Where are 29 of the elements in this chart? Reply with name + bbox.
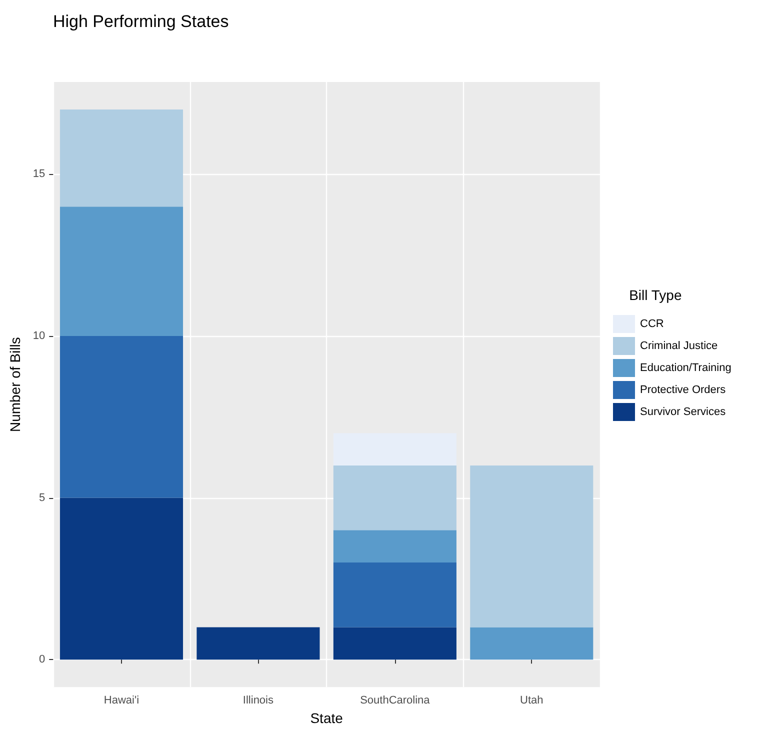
bar	[60, 498, 184, 660]
bar	[333, 562, 456, 628]
y-tick-label: 15	[32, 168, 46, 180]
bar	[333, 433, 456, 466]
y-tick-label: 10	[32, 330, 46, 342]
x-tick-label: Hawai'i	[104, 694, 140, 707]
legend-title: Bill Type	[629, 287, 682, 303]
x-tick-label: SouthCarolina	[360, 694, 431, 707]
bar	[333, 465, 456, 530]
chart-title: High Performing States	[53, 12, 229, 31]
y-tick-label: 0	[39, 654, 46, 666]
x-axis-title: State	[310, 710, 344, 726]
legend-label: Survivor Services	[640, 406, 726, 418]
legend-label: Criminal Justice	[640, 340, 718, 352]
bar	[196, 627, 320, 660]
bar	[60, 110, 184, 207]
legend-label: Education/Training	[640, 362, 732, 374]
x-tick-label: Utah	[520, 694, 544, 707]
legend-label: CCR	[640, 318, 664, 330]
bar	[470, 627, 594, 660]
bar	[60, 206, 184, 336]
y-axis-title: Number of Bills	[7, 337, 23, 432]
y-tick-label: 5	[39, 492, 46, 504]
bar	[333, 627, 456, 660]
bar	[333, 530, 456, 563]
x-tick-label: Illinois	[242, 694, 274, 707]
bar	[60, 336, 184, 498]
bar	[470, 465, 594, 628]
legend-label: Protective Orders	[640, 384, 726, 396]
